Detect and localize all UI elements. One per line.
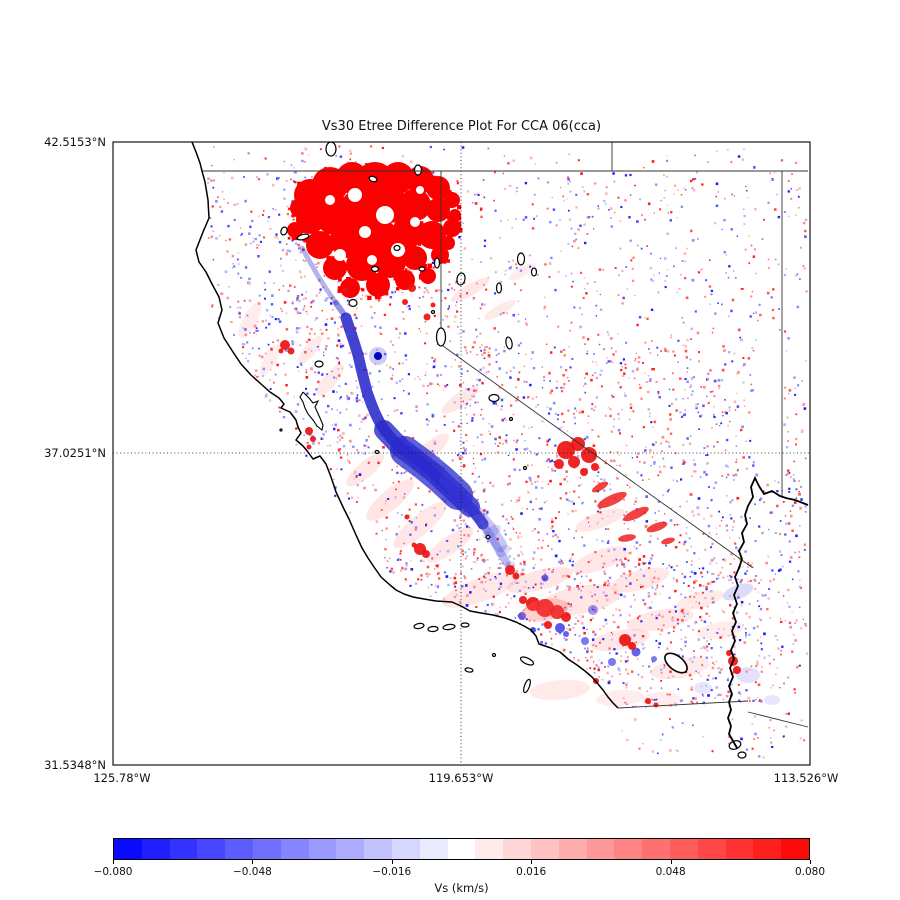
colorbar-segment (669, 839, 698, 859)
plot-background (113, 142, 810, 765)
colorbar-tick (391, 860, 393, 864)
colorbar-segment (141, 839, 170, 859)
plot-title: Vs30 Etree Difference Plot For CCA 06(cc… (321, 119, 602, 134)
colorbar-segment (336, 839, 365, 859)
colorbar-segment (114, 839, 142, 859)
state-borders (202, 142, 809, 749)
colorbar-segment (697, 839, 726, 859)
x-tick-label-right: 113.526°W (773, 771, 839, 785)
colorbar-segment (391, 839, 420, 859)
colorbar-tick-label: 0.048 (655, 866, 686, 878)
y-tick-label-middle: 37.0251°N (44, 446, 106, 460)
colorbar-segment (586, 839, 615, 859)
colorbar-tick (670, 860, 672, 864)
colorbar-tick-label: −0.080 (93, 866, 133, 878)
colorbar-axis-label: Vs (km/s) (434, 881, 489, 895)
y-tick-label-bottom: 31.5348°N (44, 758, 106, 772)
colorbar-gradient (113, 838, 810, 860)
colorbar-segment (169, 839, 198, 859)
colorbar-segment (252, 839, 281, 859)
colorbar-tick (113, 860, 114, 864)
positive-anomaly-regions (278, 162, 741, 708)
colorbar-segment (197, 839, 226, 859)
california-coastline (191, 142, 619, 709)
colorbar-segment (781, 839, 809, 859)
x-tick-label-center: 119.653°W (428, 771, 494, 785)
lakes-and-islands-outlines (279, 142, 747, 759)
gridlines (113, 142, 810, 765)
colorbar-tick-label: 0.080 (794, 866, 826, 878)
colorbar-tick (252, 860, 254, 864)
colorbar-tick (810, 860, 811, 864)
colorbar-segment (725, 839, 754, 859)
colorbar-segment (364, 839, 392, 859)
colorbar-segment (280, 839, 309, 859)
colorbar-segment (642, 839, 670, 859)
colorbar-segment (530, 839, 559, 859)
colorbar-segment (558, 839, 587, 859)
colorbar-segment (419, 839, 448, 859)
colorbar-tick-label: 0.016 (516, 866, 547, 878)
colorbar-tick-label: −0.048 (232, 866, 272, 878)
scatter-noise-layer (207, 145, 808, 759)
central-valley-negative-anomaly (299, 245, 511, 567)
plot-frame (112, 141, 811, 766)
colorbar-segment (447, 839, 476, 859)
colorbar-segment (753, 839, 782, 859)
colorbar-segment (614, 839, 643, 859)
colorbar-segment (308, 839, 337, 859)
y-tick-label-top: 42.5153°N (44, 135, 106, 149)
negative-anomaly-spots (518, 574, 657, 666)
colorbar-tick-label: −0.016 (372, 866, 412, 878)
colorbar-segment (503, 839, 531, 859)
x-tick-label-left: 125.78°W (93, 771, 151, 785)
colorbar-segment (475, 839, 504, 859)
colorbar-tick (531, 860, 533, 864)
colorbar-segment (225, 839, 253, 859)
